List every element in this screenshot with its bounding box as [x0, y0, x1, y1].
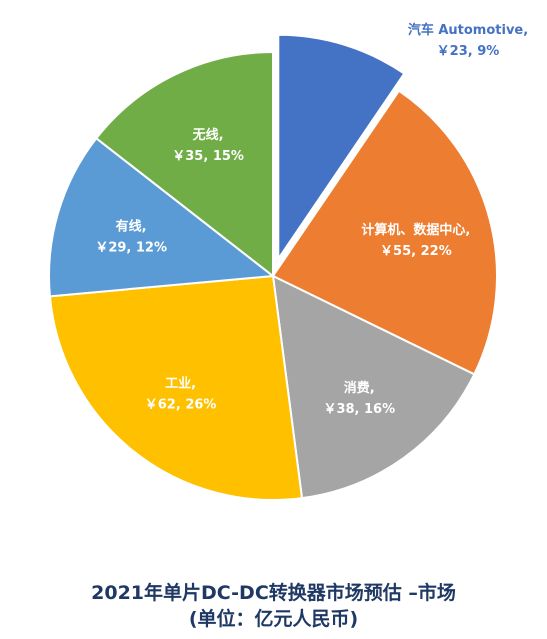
slice-label-name: 消费,: [344, 380, 375, 396]
slice-label-name: 汽车 Automotive,: [408, 22, 528, 38]
slice-label-value: ￥62, 26%: [145, 397, 217, 412]
pie-slice: [94, 50, 274, 279]
pie-slice: [48, 136, 276, 298]
pie-slice: [48, 274, 304, 501]
pie-chart: 汽车 Automotive, ￥23, 9% 计算机、数据中心, ￥55, 22% 消费…: [48, 22, 528, 501]
pie-slice: [277, 33, 406, 263]
slice-label-name: 计算机、数据中心,: [361, 222, 470, 238]
slice-label-value: ￥38, 16%: [323, 402, 395, 417]
slice-label-value: ￥55, 22%: [380, 244, 452, 259]
chart-subtitle: (单位：亿元人民币): [188, 608, 359, 630]
slice-label-value: ￥23, 9%: [437, 44, 500, 59]
pie-slice: [271, 274, 476, 500]
slice-label-value: ￥29, 12%: [95, 240, 167, 255]
pie-slice: [271, 89, 498, 376]
slice-label-name: 无线,: [192, 127, 224, 143]
slice-label-value: ￥35, 15%: [172, 149, 244, 164]
slice-label-name: 工业,: [165, 375, 196, 391]
slice-label-name: 有线,: [116, 218, 147, 234]
chart-title: 2021年单片DC-DC转换器市场预估 –市场: [91, 582, 456, 604]
